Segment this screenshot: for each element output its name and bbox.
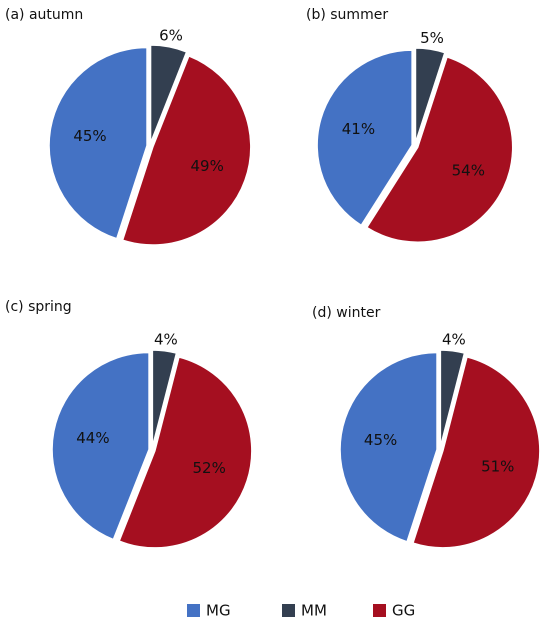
data-label: 45%	[73, 127, 106, 145]
data-label: 44%	[76, 429, 109, 447]
pie-slice	[411, 355, 541, 549]
data-label: 4%	[154, 330, 178, 348]
data-label: 5%	[420, 29, 444, 47]
pie-slice	[151, 349, 178, 448]
pie-slice	[48, 46, 148, 240]
data-label: 54%	[452, 162, 485, 180]
legend-swatch	[187, 604, 200, 617]
chart-title: (a) autumn	[5, 7, 83, 23]
pie-slice	[414, 47, 446, 144]
data-label: 4%	[442, 330, 466, 348]
data-label: 45%	[364, 431, 397, 449]
legend-swatch	[282, 604, 295, 617]
data-label: 52%	[193, 459, 226, 477]
pie-slice	[149, 44, 188, 144]
legend-label: GG	[392, 602, 415, 620]
chart-title: (d) winter	[312, 305, 381, 321]
pie-slice	[339, 351, 438, 543]
pie-slice	[121, 54, 252, 246]
chart-title: (c) spring	[5, 299, 72, 315]
data-label: 51%	[481, 457, 514, 475]
pie-slice	[118, 356, 253, 549]
legend-label: MM	[301, 602, 327, 620]
data-label: 41%	[342, 120, 375, 138]
pie-slice	[316, 49, 413, 227]
pie-slice	[365, 55, 514, 243]
data-label: 6%	[159, 26, 183, 44]
pie-slice	[439, 349, 466, 448]
pie-slice	[51, 351, 150, 541]
legend-swatch	[373, 604, 386, 617]
chart-title: (b) summer	[306, 7, 388, 23]
data-label: 49%	[190, 157, 223, 175]
legend-label: MG	[206, 602, 231, 620]
